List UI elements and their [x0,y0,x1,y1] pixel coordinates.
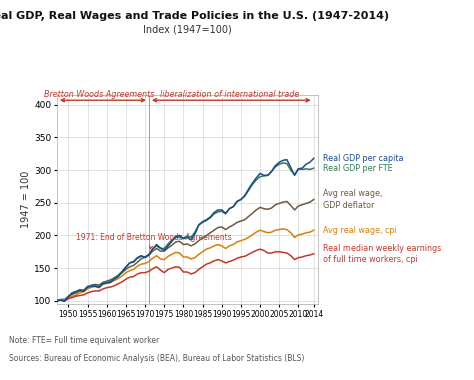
Text: Index (1947=100): Index (1947=100) [143,25,232,35]
Text: liberalization of international trade: liberalization of international trade [160,90,299,99]
Text: Real GDP, Real Wages and Trade Policies in the U.S. (1947-2014): Real GDP, Real Wages and Trade Policies … [0,11,389,21]
Text: 1971: End of Bretton Woods Agreements: 1971: End of Bretton Woods Agreements [76,233,232,249]
Text: Real median weekly earnings
of full time workers, cpi: Real median weekly earnings of full time… [323,244,441,264]
Text: Avg real wage, cpi: Avg real wage, cpi [323,226,397,235]
Text: Real GDP per FTE: Real GDP per FTE [323,164,393,173]
Text: Note: FTE= Full time equivalent worker: Note: FTE= Full time equivalent worker [9,336,160,345]
Text: Avg real wage,
GDP deflator: Avg real wage, GDP deflator [323,190,383,209]
Y-axis label: 1947 = 100: 1947 = 100 [21,171,31,228]
Text: Sources: Bureau of Economic Analysis (BEA), Bureau of Labor Statistics (BLS): Sources: Bureau of Economic Analysis (BE… [9,354,305,363]
Text: Bretton Woods Agreements: Bretton Woods Agreements [44,90,154,99]
Text: Real GDP per capita: Real GDP per capita [323,154,404,163]
